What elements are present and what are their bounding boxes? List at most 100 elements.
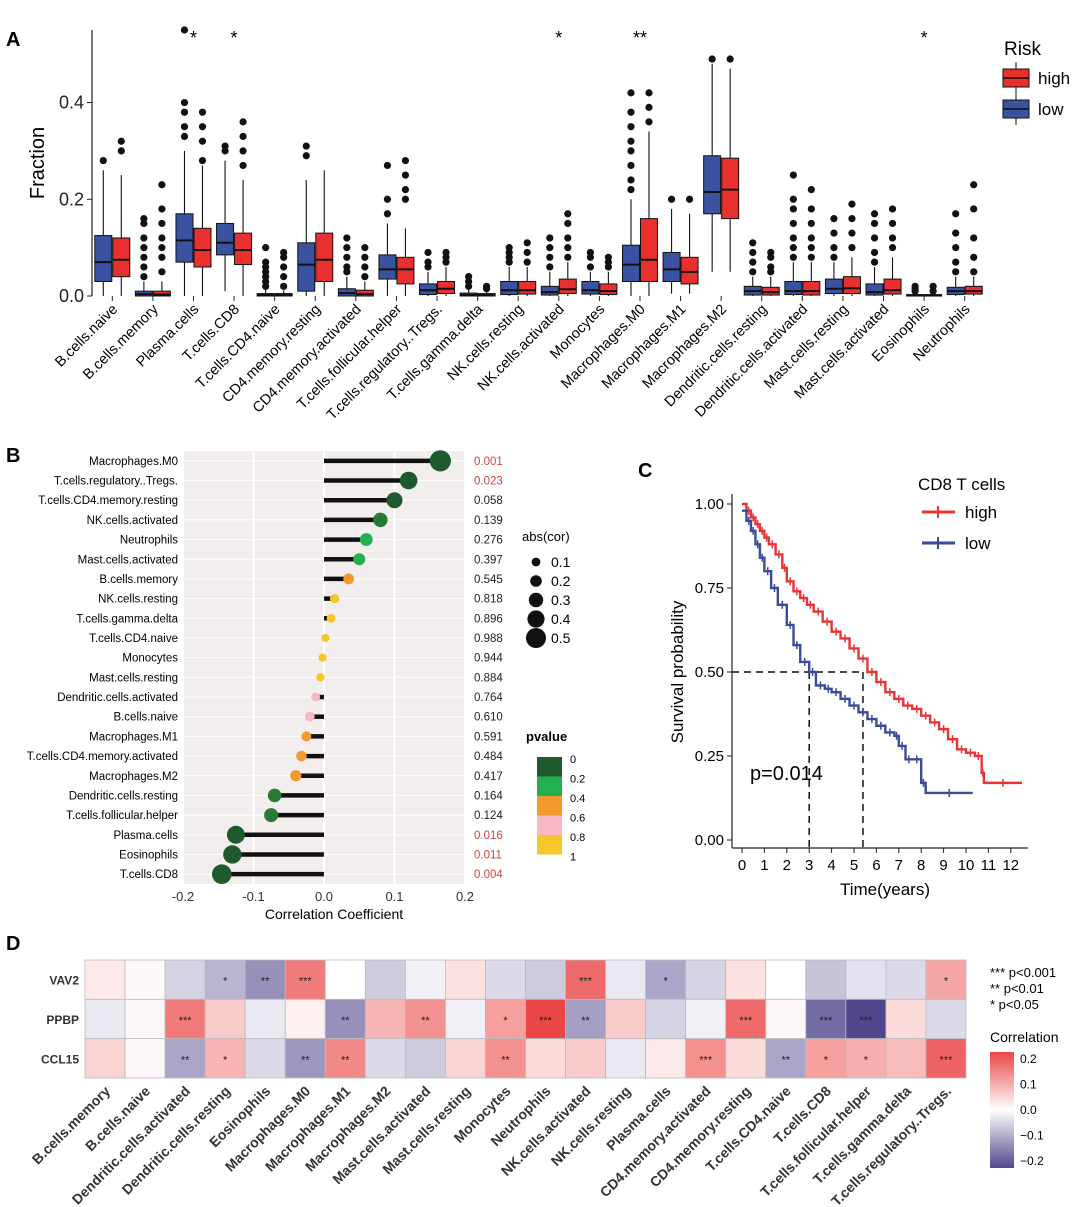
lollipop-head [353, 553, 366, 566]
outlier-point [401, 186, 410, 194]
outlier-point [546, 234, 554, 242]
heatmap-cell [805, 1038, 847, 1079]
heatmap-cell [404, 998, 446, 1040]
outlier-point [523, 248, 531, 257]
row-label: Plasma.cells [113, 830, 178, 842]
pvalue-label: 0.818 [474, 594, 503, 606]
y-axis-title: Survival probability [668, 600, 687, 743]
outlier-point [280, 273, 288, 281]
outlier-point [523, 239, 531, 247]
box-low [865, 283, 884, 296]
pvalue-label: 0.417 [474, 771, 503, 783]
heatmap-cell [845, 959, 887, 1000]
row-label: Mast.cells.activated [78, 554, 178, 566]
pvalue-annotation: p=0.014 [750, 763, 823, 785]
box-high [315, 232, 334, 282]
heatmap-cell [645, 998, 687, 1040]
outlier-point [180, 108, 189, 116]
outlier-point [708, 55, 716, 63]
outlier-point [401, 156, 410, 165]
outlier-point [970, 253, 978, 261]
outlier-point [645, 89, 653, 97]
outlier-point [158, 219, 166, 228]
size-legend-title: abs(cor) [522, 529, 570, 544]
legend-label-high: high [1038, 69, 1070, 88]
x-tick-label: 12 [1002, 857, 1019, 874]
outlier-point [586, 263, 594, 271]
cell-star: *** [859, 1015, 873, 1027]
legend-title: CD8 T cells [918, 475, 1005, 494]
row-label: Macrophages.M1 [89, 731, 178, 743]
pvalue-label: 0.124 [474, 810, 503, 822]
y-tick-label: 0.0 [59, 286, 84, 306]
outlier-point [848, 200, 856, 208]
pvalue-label: 0.397 [474, 554, 503, 566]
outlier-point [807, 219, 815, 228]
outlier-point [117, 147, 125, 155]
panel-label-b: B [6, 445, 20, 467]
significance-star: ** [633, 28, 647, 48]
outlier-point [158, 234, 166, 242]
heatmap-cell [124, 959, 166, 1000]
outlier-point [749, 248, 757, 257]
pvalue-label: 0.001 [474, 456, 503, 468]
outlier-point [564, 244, 572, 252]
cell-star: *** [940, 1054, 954, 1066]
size-legend-dot [531, 557, 541, 567]
outlier-point [604, 253, 612, 261]
cell-star: * [223, 976, 228, 988]
lollipop-head [318, 653, 327, 662]
outlier-point [180, 98, 189, 107]
color-legend-swatch [537, 757, 562, 777]
row-label: B.cells.naive [113, 712, 178, 724]
heatmap-cell [84, 1038, 126, 1079]
outlier-point [180, 26, 189, 34]
lollipop-head [305, 711, 315, 722]
outlier-point [848, 215, 856, 223]
row-label: T.cells.CD8 [120, 869, 178, 881]
heatmap-cell [565, 959, 606, 1000]
lollipop-head [223, 845, 242, 864]
outlier-point [952, 268, 960, 276]
heatmap-cell [324, 998, 366, 1040]
outlier-point [198, 137, 207, 145]
y-axis-title: Fraction [27, 127, 49, 199]
lollipop-head [211, 864, 232, 884]
outlier-point [952, 210, 960, 218]
y-tick-label: 0.4 [59, 93, 84, 113]
outlier-point [726, 55, 734, 63]
row-label: NK.cells.resting [98, 594, 178, 606]
box-high [518, 280, 537, 295]
survival-curve-high [742, 502, 1022, 785]
box-high [883, 278, 902, 295]
box-low [621, 244, 640, 282]
lollipop-head [326, 613, 336, 623]
row-label: PPBP [46, 1013, 79, 1027]
x-tick-label: 3 [805, 857, 813, 874]
outlier-point [158, 268, 166, 276]
cell-star: ** [261, 976, 270, 988]
pvalue-label: 0.276 [474, 535, 503, 547]
size-legend-label: 0.2 [551, 573, 571, 589]
significance-star: * [921, 28, 928, 48]
box-high [802, 280, 821, 296]
x-tick-label: 6 [872, 857, 880, 874]
outlier-point [505, 244, 513, 252]
outlier-point [140, 234, 148, 242]
outlier-point [627, 89, 635, 97]
panel-label-d: D [6, 933, 20, 955]
outlier-point [870, 210, 879, 218]
outlier-point [970, 268, 978, 276]
x-tick-label: 8 [917, 857, 925, 874]
outlier-point [198, 156, 207, 165]
size-legend-label: 0.1 [551, 554, 571, 570]
outlier-point [302, 152, 310, 160]
cell-star: ** [341, 1054, 350, 1066]
heatmap-cell [725, 959, 767, 1000]
pvalue-label: 0.016 [474, 830, 503, 842]
outlier-point [383, 210, 392, 218]
outlier-point [789, 205, 797, 213]
heatmap-cell [404, 959, 446, 1000]
outlier-point [140, 215, 148, 223]
outlier-point [627, 137, 635, 145]
